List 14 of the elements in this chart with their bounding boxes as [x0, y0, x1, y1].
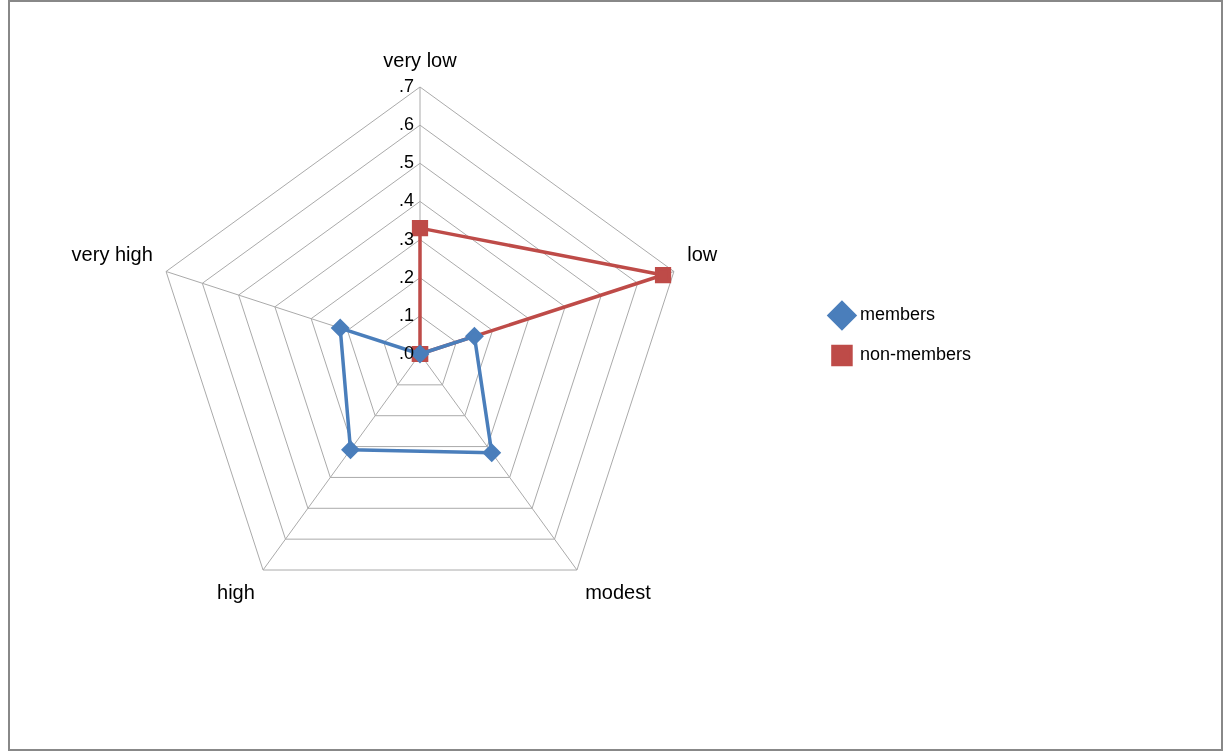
- y-tick-label: .1: [398, 304, 414, 325]
- legend-label: members: [859, 304, 935, 325]
- y-tick-label: .7: [398, 75, 414, 96]
- y-tick-label: .6: [398, 114, 414, 135]
- y-tick-label: .2: [398, 266, 414, 287]
- spoke-label: low: [687, 242, 718, 265]
- legend-label: non-members: [859, 344, 972, 365]
- spoke-label: very high: [71, 242, 153, 265]
- spoke-label: very low: [383, 48, 458, 71]
- spoke-label: modest: [585, 580, 652, 603]
- y-tick-label: .5: [398, 152, 414, 173]
- y-tick-label: .4: [398, 190, 414, 211]
- y-tick-label: .3: [398, 228, 414, 249]
- spoke-label: high: [217, 580, 255, 603]
